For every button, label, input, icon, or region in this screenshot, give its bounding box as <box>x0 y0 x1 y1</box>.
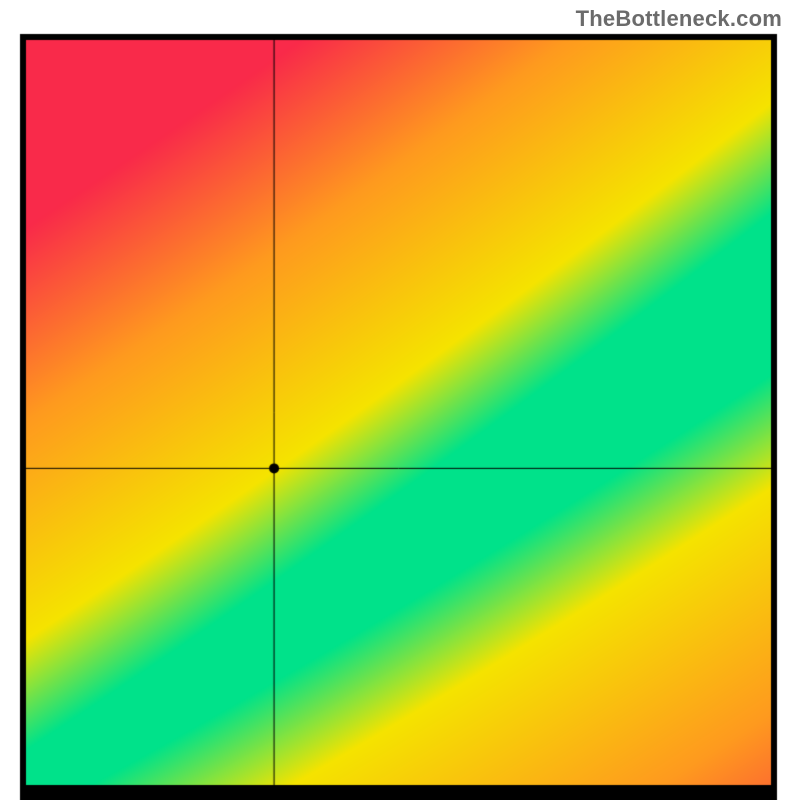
bottleneck-heatmap-canvas <box>0 0 800 800</box>
watermark-text: TheBottleneck.com <box>576 6 782 32</box>
chart-container: TheBottleneck.com <box>0 0 800 800</box>
